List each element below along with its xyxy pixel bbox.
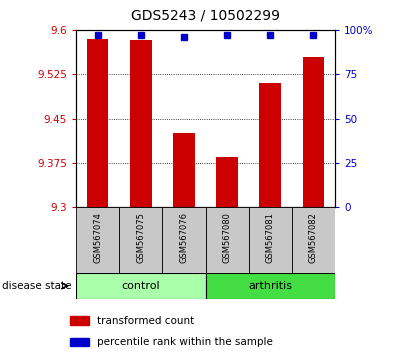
Text: disease state: disease state [2, 281, 72, 291]
Text: percentile rank within the sample: percentile rank within the sample [97, 337, 273, 347]
Bar [71, 338, 89, 346]
Text: GSM567082: GSM567082 [309, 212, 318, 263]
Bar [216, 157, 238, 207]
Text: GDS5243 / 10502299: GDS5243 / 10502299 [131, 9, 280, 23]
Bar [206, 207, 249, 273]
Bar [249, 207, 292, 273]
Text: GSM567076: GSM567076 [180, 212, 188, 263]
Text: control: control [122, 281, 160, 291]
Bar [162, 207, 206, 273]
Text: GSM567080: GSM567080 [223, 212, 231, 263]
Bar [302, 57, 324, 207]
Bar [71, 316, 89, 325]
Bar [206, 273, 335, 299]
Bar [76, 207, 119, 273]
Bar [292, 207, 335, 273]
Text: GSM567081: GSM567081 [266, 212, 275, 263]
Text: transformed count: transformed count [97, 315, 194, 326]
Bar [130, 40, 152, 207]
Text: arthritis: arthritis [248, 281, 292, 291]
Bar [259, 83, 281, 207]
Text: GSM567074: GSM567074 [93, 212, 102, 263]
Text: GSM567075: GSM567075 [136, 212, 145, 263]
Bar [87, 39, 109, 207]
Bar [76, 273, 206, 299]
Bar [173, 133, 195, 207]
Bar [119, 207, 162, 273]
